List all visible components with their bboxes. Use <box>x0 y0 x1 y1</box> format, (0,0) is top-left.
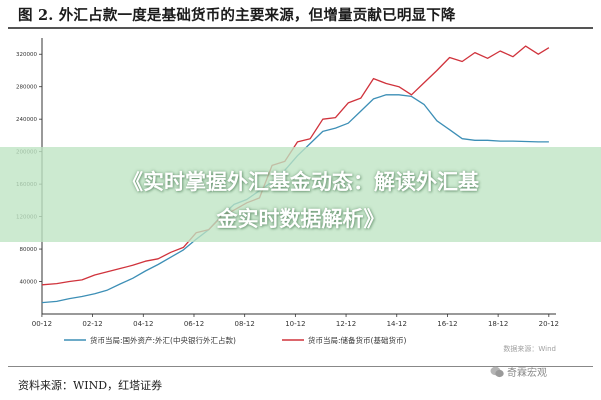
article-banner <box>0 147 601 242</box>
x-tick-label: 10-12 <box>285 320 305 328</box>
x-tick-label: 16-12 <box>437 320 457 328</box>
y-tick-label: 40000 <box>20 280 38 286</box>
legend-label-1: 货币当局:国外资产:外汇(中央银行外汇占款) <box>90 335 236 345</box>
x-tick-label: 08-12 <box>235 320 255 328</box>
legend-label-2: 货币当局:储备货币(基础货币) <box>308 335 406 345</box>
wechat-watermark: 奇霖宏观 <box>490 364 547 379</box>
x-tick-label: 04-12 <box>133 320 153 328</box>
wechat-account-name: 奇霖宏观 <box>507 368 547 379</box>
y-tick-label: 320000 <box>16 52 37 58</box>
y-tick-label: 80000 <box>20 247 38 253</box>
x-tick-label: 12-12 <box>336 320 356 328</box>
x-tick-label: 00-12 <box>32 320 52 328</box>
title-divider <box>8 27 593 29</box>
x-tick-label: 18-12 <box>488 320 508 328</box>
x-tick-label: 14-12 <box>387 320 407 328</box>
x-tick-label: 20-12 <box>539 320 559 328</box>
chart-data-source-watermark: 数据来源：Wind <box>503 344 556 353</box>
x-tick-label: 02-12 <box>82 320 102 328</box>
banner-title-line-1: 《实时掌握外汇基金动态：解读外汇基 <box>122 170 479 194</box>
figure-title: 图 2. 外汇占款一度是基础货币的主要来源，但增量贡献已明显下降 <box>18 7 456 24</box>
source-divider <box>8 366 593 367</box>
line-chart: 4000080000120000160000200000240000280000… <box>16 38 559 353</box>
banner-title-line-2: 金实时数据解析》 <box>216 207 385 231</box>
x-tick-label: 06-12 <box>184 320 204 328</box>
y-tick-label: 240000 <box>16 117 37 123</box>
series-line-2 <box>41 45 550 286</box>
source-note: 资料来源：WIND，红塔证券 <box>18 379 163 392</box>
y-tick-label: 280000 <box>16 85 37 91</box>
wechat-icon <box>490 366 504 377</box>
